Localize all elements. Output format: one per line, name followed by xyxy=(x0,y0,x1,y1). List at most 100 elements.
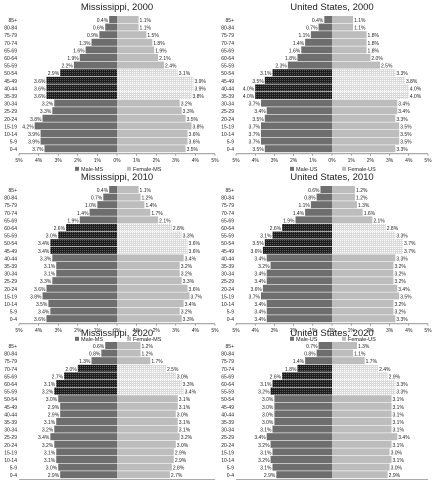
male-value-label: 3.0% xyxy=(262,420,274,426)
male-value-label: 0.7% xyxy=(306,26,318,32)
female-bar xyxy=(332,372,388,380)
male-value-label: 2.3% xyxy=(275,64,287,70)
legend-swatch-female xyxy=(342,336,346,341)
x-tick-label: 4% xyxy=(252,328,260,334)
legend-swatch-female xyxy=(127,336,131,341)
x-tick-label: 1% xyxy=(348,328,356,334)
male-value-label: 3.1% xyxy=(260,466,272,472)
male-value-label: 3.5% xyxy=(252,117,264,123)
female-bar xyxy=(332,269,394,277)
female-value-label: 3.1% xyxy=(179,71,191,77)
female-bar xyxy=(117,114,186,122)
female-bar xyxy=(117,76,194,84)
male-bar xyxy=(305,38,332,46)
male-bar xyxy=(105,23,117,31)
age-group-label: 20-24 xyxy=(221,443,234,449)
female-bar xyxy=(332,193,356,201)
age-group-label: 0-4 xyxy=(10,147,17,153)
male-value-label: 3.7% xyxy=(249,124,261,130)
female-value-label: 3.1% xyxy=(179,428,191,434)
female-bar xyxy=(117,54,159,61)
female-bar xyxy=(117,300,184,307)
female-bar xyxy=(117,246,188,254)
male-bar xyxy=(260,130,332,137)
x-tick-label: 3% xyxy=(55,158,63,164)
male-bar xyxy=(274,418,332,425)
male-value-label: 3.1% xyxy=(260,234,272,240)
chart-title: Mississippi, 2020 xyxy=(81,328,153,339)
age-group-label: 25-29 xyxy=(4,435,17,441)
female-bar xyxy=(332,387,396,395)
female-value-label: 3.2% xyxy=(394,264,406,270)
age-group-label: 65-69 xyxy=(221,48,234,54)
female-bar xyxy=(332,440,392,448)
female-value-label: 4.0% xyxy=(410,86,422,92)
female-value-label: 2.1% xyxy=(159,218,171,224)
female-bar xyxy=(117,38,153,46)
female-value-label: 3.2% xyxy=(181,264,193,270)
female-bar xyxy=(332,284,398,292)
female-value-label: 3.3% xyxy=(396,382,408,388)
male-value-label: 2.6% xyxy=(270,374,282,380)
male-value-label: 3.4% xyxy=(254,302,266,308)
female-bar xyxy=(117,448,174,456)
x-tick-label: 2% xyxy=(367,328,375,334)
male-value-label: 0.8% xyxy=(304,352,316,358)
age-group-label: 40-44 xyxy=(4,256,17,262)
female-value-label: 1.8% xyxy=(368,48,380,54)
female-bar xyxy=(332,186,356,193)
female-value-label: 3.4% xyxy=(398,435,410,441)
age-group-label: 55-59 xyxy=(221,234,234,240)
female-bar xyxy=(117,402,178,410)
x-tick-label: 3% xyxy=(386,328,394,334)
male-bar xyxy=(260,99,332,107)
male-bar xyxy=(324,16,332,23)
x-tick-label: 2% xyxy=(74,328,82,334)
male-value-label: 3.4% xyxy=(254,272,266,278)
female-value-label: 3.2% xyxy=(394,302,406,308)
female-bar xyxy=(332,342,357,349)
age-group-label: 75-79 xyxy=(4,33,17,39)
female-bar xyxy=(332,254,396,262)
female-bar xyxy=(332,380,396,387)
male-bar xyxy=(52,277,117,285)
female-value-label: 3.7% xyxy=(191,294,203,300)
female-value-label: 1.7% xyxy=(151,211,163,217)
age-group-label: 40-44 xyxy=(4,86,17,92)
legend-swatch-male xyxy=(290,166,294,171)
female-value-label: 2.9% xyxy=(389,473,401,479)
male-bar xyxy=(79,54,117,61)
age-group-label: 10-14 xyxy=(4,458,17,464)
female-bar xyxy=(117,193,141,201)
male-bar xyxy=(85,46,117,54)
female-value-label: 1.1% xyxy=(140,26,152,32)
x-tick-label: 5% xyxy=(232,158,240,164)
female-bar xyxy=(117,418,178,425)
female-value-label: 1.8% xyxy=(368,33,380,39)
female-bar xyxy=(332,122,400,130)
male-value-label: 3.2% xyxy=(42,102,54,108)
male-value-label: 3.3% xyxy=(40,256,52,262)
chart-title: Mississippi, 2010 xyxy=(81,172,153,183)
male-value-label: 0.9% xyxy=(87,33,99,39)
age-group-label: 15-19 xyxy=(4,294,17,300)
male-bar xyxy=(276,471,332,479)
male-bar xyxy=(58,395,117,403)
male-bar xyxy=(60,69,117,77)
chart-title: United States, 2010 xyxy=(290,172,373,183)
male-bar xyxy=(46,284,117,292)
female-value-label: 1.1% xyxy=(354,352,366,358)
female-bar xyxy=(117,201,145,209)
female-value-label: 3.1% xyxy=(179,397,191,403)
female-value-label: 1.2% xyxy=(142,344,154,350)
male-value-label: 3.6% xyxy=(34,317,46,323)
male-bar xyxy=(310,201,332,209)
legend-label-female: Female-MS xyxy=(133,167,162,173)
female-value-label: 3.3% xyxy=(183,382,195,388)
age-group-label: 45-49 xyxy=(221,405,234,411)
female-bar xyxy=(117,145,186,153)
female-value-label: 3.2% xyxy=(394,272,406,278)
male-bar xyxy=(274,395,332,403)
male-value-label: 2.6% xyxy=(270,226,282,232)
